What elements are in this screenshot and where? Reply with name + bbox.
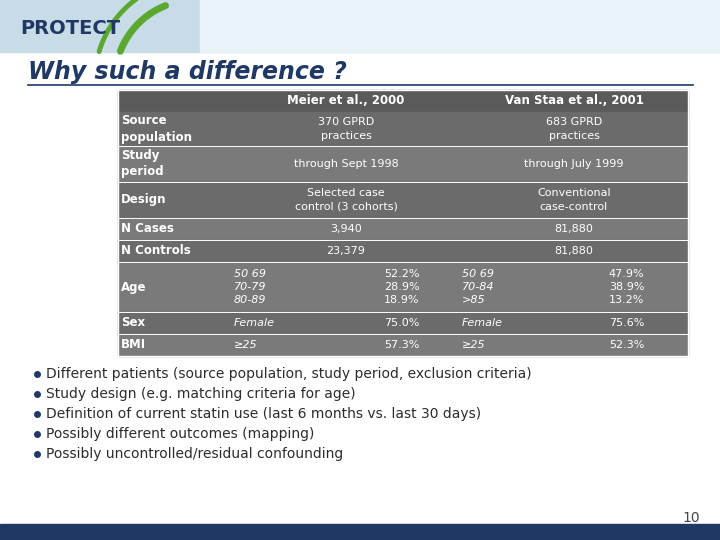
Text: 683 GPRD
practices: 683 GPRD practices (546, 117, 602, 140)
Text: BMI: BMI (121, 339, 146, 352)
Text: 57.3%: 57.3% (384, 340, 419, 350)
Text: 75.6%: 75.6% (609, 318, 644, 328)
Bar (118, 312, 688, 334)
Text: Age: Age (121, 280, 146, 294)
Text: Why such a difference ?: Why such a difference ? (28, 60, 347, 84)
Text: 52.3%: 52.3% (609, 340, 644, 350)
Text: Van Staa et al., 2001: Van Staa et al., 2001 (505, 94, 644, 107)
Text: 370 GPRD
practices: 370 GPRD practices (318, 117, 374, 140)
Text: 75.0%: 75.0% (384, 318, 419, 328)
Bar (118, 334, 688, 356)
Text: Meier et al., 2000: Meier et al., 2000 (287, 94, 405, 107)
Text: Possibly different outcomes (mapping): Possibly different outcomes (mapping) (46, 427, 315, 441)
Text: Design: Design (121, 193, 166, 206)
Text: 52.2%
28.9%
18.9%: 52.2% 28.9% 18.9% (384, 269, 419, 305)
Text: Source
population: Source population (121, 114, 192, 144)
Text: through July 1999: through July 1999 (524, 159, 624, 169)
Bar (200, 0, 720, 52)
Text: 81,880: 81,880 (554, 246, 593, 256)
Text: Possibly uncontrolled/residual confounding: Possibly uncontrolled/residual confoundi… (46, 447, 343, 461)
Text: Definition of current statin use (last 6 months vs. last 30 days): Definition of current statin use (last 6… (46, 407, 481, 421)
Bar (118, 218, 688, 240)
Text: N Controls: N Controls (121, 245, 191, 258)
Text: through Sept 1998: through Sept 1998 (294, 159, 398, 169)
Text: Different patients (source population, study period, exclusion criteria): Different patients (source population, s… (46, 367, 531, 381)
Bar (118, 240, 688, 262)
Text: ≥25: ≥25 (462, 340, 485, 350)
Bar (118, 182, 688, 218)
Text: Study design (e.g. matching criteria for age): Study design (e.g. matching criteria for… (46, 387, 356, 401)
Bar (118, 262, 688, 312)
Text: 23,379: 23,379 (327, 246, 366, 256)
Bar (118, 146, 688, 182)
Text: Conventional
case-control: Conventional case-control (537, 188, 611, 212)
Text: 50 69
70-84
>85: 50 69 70-84 >85 (462, 269, 495, 305)
Text: 50 69
70-79
80-89: 50 69 70-79 80-89 (234, 269, 266, 305)
Text: Female: Female (462, 318, 503, 328)
Text: ≥25: ≥25 (234, 340, 258, 350)
Text: N Cases: N Cases (121, 222, 174, 235)
Text: 81,880: 81,880 (554, 224, 593, 234)
Text: Sex: Sex (121, 316, 145, 329)
Text: 3,940: 3,940 (330, 224, 362, 234)
Text: Study
period: Study period (121, 150, 163, 179)
Bar (0, 524, 720, 540)
Bar (118, 112, 688, 146)
Bar (0, 0, 720, 52)
Text: Selected case
control (3 cohorts): Selected case control (3 cohorts) (294, 188, 397, 212)
Text: 47.9%
38.9%
13.2%: 47.9% 38.9% 13.2% (609, 269, 644, 305)
Bar (118, 90, 688, 112)
Text: 10: 10 (683, 511, 700, 525)
Text: PROTECT: PROTECT (20, 18, 120, 37)
Text: Female: Female (234, 318, 275, 328)
